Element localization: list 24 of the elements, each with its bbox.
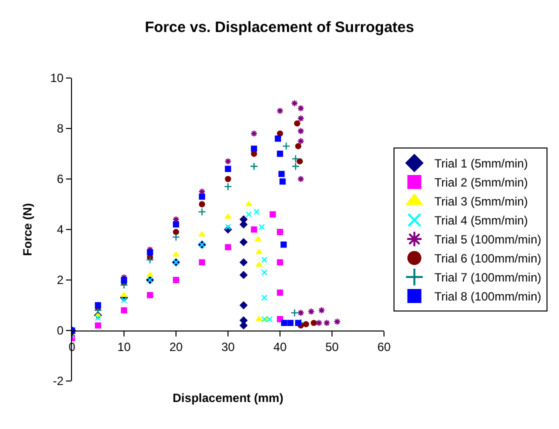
legend-label: Trial 5 (100mm/min) bbox=[434, 232, 542, 247]
x-tick-label: 60 bbox=[377, 340, 391, 354]
x-axis-title: Displacement (mm) bbox=[172, 390, 284, 405]
x-tick-label: 30 bbox=[221, 340, 235, 354]
y-tick-label: 4 bbox=[56, 222, 64, 237]
legend-label: Trial 8 (100mm/min) bbox=[434, 290, 542, 304]
legend-label: Trial 3 (5mm/min) bbox=[434, 194, 528, 209]
legend-label: Trial 7 (100mm/min) bbox=[434, 270, 542, 285]
y-tick-label: -2 bbox=[52, 374, 64, 388]
legend-label: Trial 2 (5mm/min) bbox=[434, 176, 528, 190]
y-tick-label: 8 bbox=[56, 122, 64, 136]
y-axis-title: Force (N) bbox=[20, 203, 35, 256]
legend-label: Trial 6 (100mm/min) bbox=[434, 252, 542, 266]
y-tick-label: 10 bbox=[50, 71, 64, 86]
x-tick-label: 50 bbox=[325, 340, 339, 354]
y-tick-label: 2 bbox=[56, 273, 64, 288]
y-tick-label: 0 bbox=[56, 324, 64, 338]
y-tick-label: 6 bbox=[56, 172, 64, 186]
chart-title: Force vs. Displacement of Surrogates bbox=[144, 18, 414, 36]
legend-label: Trial 1 (5mm/min) bbox=[434, 156, 528, 171]
x-tick-label: 10 bbox=[117, 340, 131, 354]
legend-label: Trial 4 (5mm/min) bbox=[434, 214, 528, 228]
x-tick-label: 20 bbox=[169, 340, 183, 354]
x-tick-label: 40 bbox=[273, 340, 287, 354]
